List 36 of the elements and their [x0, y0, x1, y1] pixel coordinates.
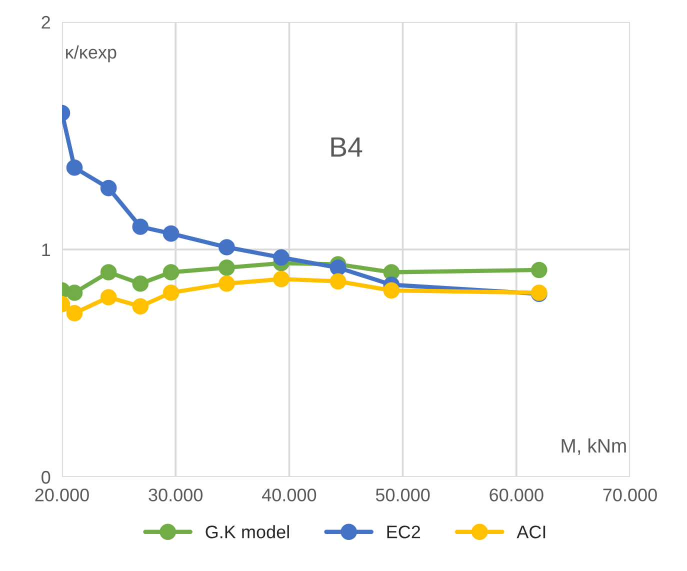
- point: [132, 218, 149, 235]
- point: [330, 260, 346, 276]
- point: [66, 305, 83, 322]
- point: [330, 273, 346, 290]
- point: [66, 159, 83, 176]
- point: [218, 260, 235, 276]
- point: [530, 262, 548, 278]
- point: [100, 180, 117, 196]
- x-tick-label: 30.000: [148, 488, 203, 502]
- y-axis-title: κ/κexp: [66, 45, 116, 62]
- point: [162, 284, 180, 301]
- point: [100, 264, 117, 280]
- point: [162, 264, 180, 280]
- x-tick-label: 50.000: [376, 488, 430, 502]
- x-tick-label: 70.000: [603, 488, 657, 502]
- point: [218, 275, 235, 292]
- legend-label: G.K model: [206, 525, 289, 538]
- point: [273, 249, 290, 266]
- x-tick-label: 20.000: [35, 488, 89, 502]
- y-tick-label: 0: [42, 470, 50, 484]
- point: [218, 239, 235, 256]
- point: [162, 225, 180, 242]
- point: [100, 289, 117, 306]
- point: [132, 275, 149, 292]
- x-tick-label: 60.000: [490, 488, 544, 502]
- point: [383, 282, 400, 299]
- legend-label: ACI: [516, 526, 546, 538]
- point: [66, 284, 83, 301]
- legend-label: EC2: [387, 526, 420, 538]
- y-tick-label: 2: [42, 16, 50, 29]
- x-axis-title: M, kNm: [562, 438, 626, 455]
- x-tick-label: 40.000: [262, 488, 316, 502]
- point: [273, 270, 290, 288]
- y-tick-label: 1: [42, 244, 50, 256]
- text: B4: [331, 137, 362, 157]
- point: [132, 298, 149, 315]
